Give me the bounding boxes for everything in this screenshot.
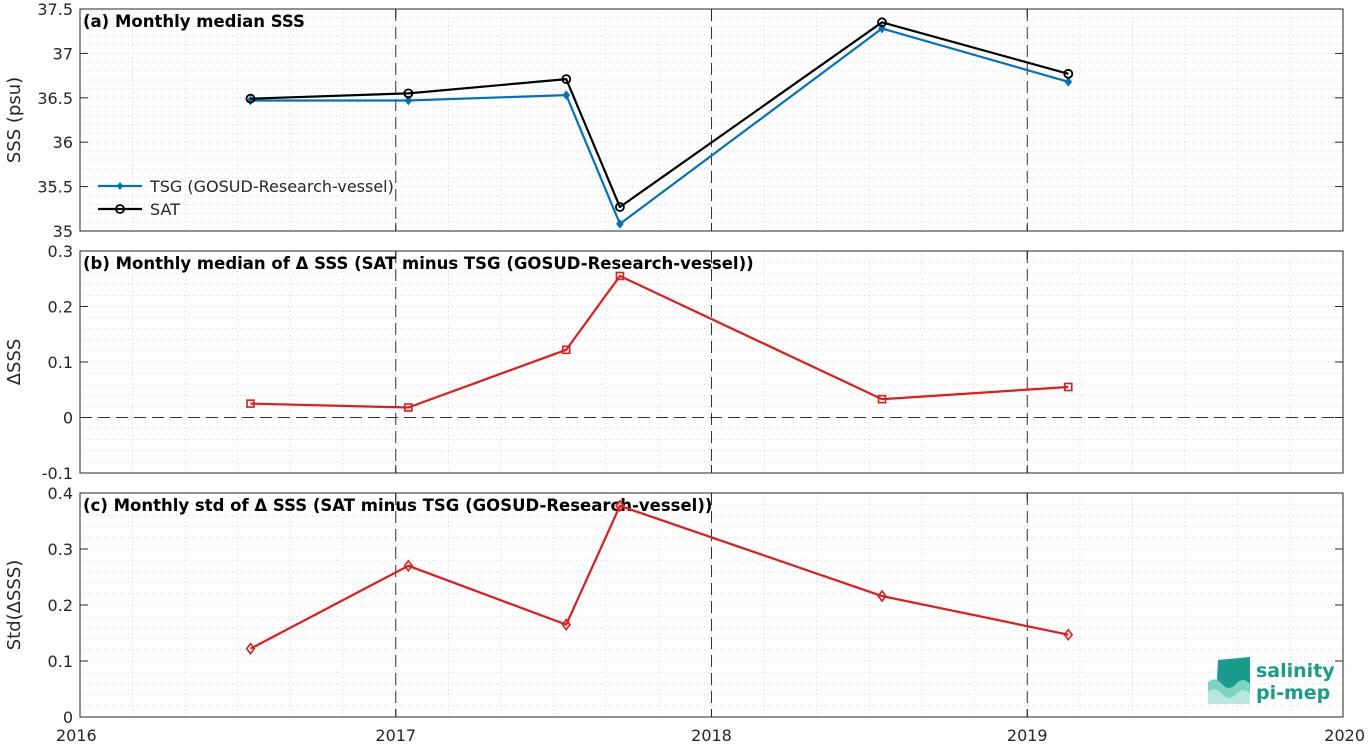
x-tick-label: 2019 bbox=[1007, 726, 1048, 745]
x-tick-label: 2016 bbox=[56, 726, 97, 745]
legend-label: TSG (GOSUD-Research-vessel) bbox=[149, 177, 394, 196]
data-point bbox=[615, 271, 625, 281]
panel-c: 0 0.1 0.2 0.3 0.4 2016 2017 2018 2019 2020 Std(ΔSS… bbox=[4, 484, 1365, 745]
x-tick-label: 2020 bbox=[1324, 726, 1365, 745]
y-tick-label: 37 bbox=[53, 44, 73, 63]
y-tick-label: 0.3 bbox=[48, 242, 73, 261]
data-point bbox=[616, 219, 624, 229]
y-tick-label: 36 bbox=[53, 133, 73, 152]
series-delta-sss bbox=[246, 271, 1073, 412]
y-tick-label: -0.1 bbox=[42, 464, 73, 483]
series-line bbox=[250, 27, 1069, 225]
data-point bbox=[404, 403, 413, 412]
legend-label: SAT bbox=[150, 200, 180, 219]
series-line bbox=[250, 21, 1069, 209]
series-delta-sss bbox=[245, 499, 1074, 656]
y-axis-label: ΔSSS bbox=[4, 339, 25, 386]
panel-title: (b) Monthly median of Δ SSS (SAT minus T… bbox=[83, 254, 754, 273]
y-axis-label: Std(ΔSSS) bbox=[4, 560, 25, 651]
logo-line1: salinity bbox=[1256, 660, 1335, 682]
data-point bbox=[877, 394, 887, 404]
legend-marker bbox=[115, 204, 125, 214]
series-line bbox=[249, 504, 1069, 650]
data-point bbox=[246, 399, 255, 408]
panel-a: 35 35.5 36 36.5 37 37.5 SSS (psu) (a) Monthly m… bbox=[4, 0, 1344, 241]
data-point bbox=[245, 642, 256, 656]
series-line bbox=[250, 274, 1069, 409]
data-point bbox=[1063, 628, 1074, 642]
y-axis-label: SSS (psu) bbox=[4, 77, 25, 163]
data-point bbox=[877, 17, 887, 28]
panel-title: (c) Monthly std of Δ SSS (SAT minus TSG … bbox=[83, 496, 712, 515]
data-point bbox=[403, 88, 414, 99]
x-tick-label: 2018 bbox=[691, 726, 732, 745]
data-point bbox=[404, 95, 413, 106]
y-tick-label: 0.1 bbox=[48, 652, 73, 671]
salinity-pi-mep-logo: salinity pi-mep bbox=[1208, 657, 1335, 704]
data-point bbox=[245, 93, 256, 104]
y-tick-label: 0.2 bbox=[48, 596, 73, 615]
y-tick-label: 0 bbox=[63, 708, 73, 727]
y-tick-label: 35 bbox=[53, 222, 73, 241]
data-point bbox=[562, 90, 571, 100]
data-point bbox=[1063, 382, 1073, 392]
legend: TSG (GOSUD-Research-vessel) SAT bbox=[98, 177, 394, 219]
x-tick-label: 2017 bbox=[375, 726, 416, 745]
logo-line2: pi-mep bbox=[1256, 682, 1330, 704]
y-tick-label: 0.2 bbox=[48, 298, 73, 317]
data-point bbox=[561, 618, 572, 631]
data-point bbox=[615, 499, 625, 513]
y-tick-label: 0.3 bbox=[48, 540, 73, 559]
panel-b: -0.1 0 0.1 0.2 0.3 ΔSSS (b) Monthly median of … bbox=[4, 242, 1344, 483]
panel-title: (a) Monthly median SSS bbox=[83, 12, 305, 31]
data-point bbox=[615, 202, 625, 212]
y-tick-label: 36.5 bbox=[37, 89, 73, 108]
logo-graphic bbox=[1208, 657, 1250, 704]
y-tick-label: 0.1 bbox=[48, 353, 73, 372]
legend-marker bbox=[116, 182, 124, 190]
data-point bbox=[1064, 77, 1073, 87]
data-point bbox=[877, 589, 887, 603]
data-point bbox=[1063, 68, 1074, 79]
data-point bbox=[403, 559, 414, 573]
y-tick-label: 35.5 bbox=[37, 178, 73, 197]
series-tsg-gosud-research-vessel bbox=[246, 23, 1073, 229]
series-sat bbox=[245, 17, 1074, 212]
data-point bbox=[561, 345, 571, 355]
y-tick-label: 0.4 bbox=[48, 484, 73, 503]
y-tick-label: 0 bbox=[63, 409, 73, 428]
y-tick-label: 37.5 bbox=[37, 0, 73, 19]
data-point bbox=[561, 74, 572, 85]
